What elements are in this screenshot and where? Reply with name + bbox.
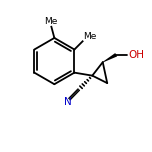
Text: Me: Me	[44, 17, 57, 26]
Text: OH: OH	[128, 50, 144, 60]
Polygon shape	[103, 53, 117, 62]
Text: N: N	[64, 97, 71, 107]
Text: Me: Me	[83, 32, 97, 41]
